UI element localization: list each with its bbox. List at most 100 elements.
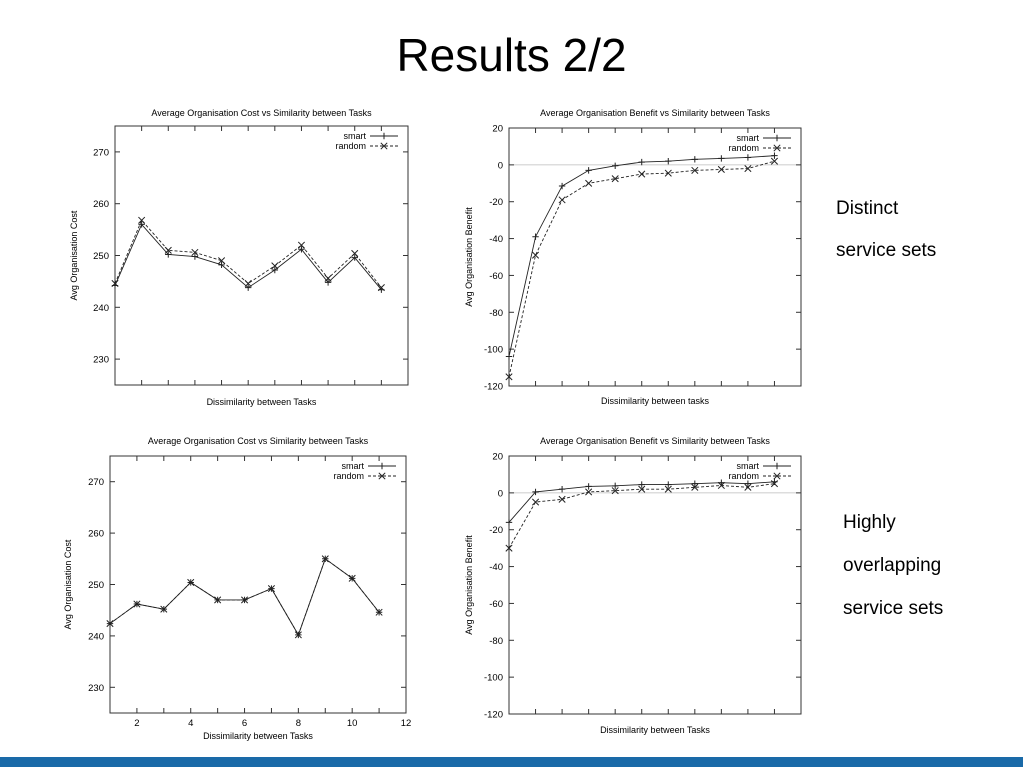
chart-title: Average Organisation Benefit vs Similari… — [540, 436, 770, 446]
y-tick-label: -40 — [489, 234, 503, 245]
plot-frame — [109, 455, 407, 714]
data-point-random — [558, 495, 566, 503]
label-highly: Highly — [843, 512, 896, 533]
series-random: random — [111, 141, 398, 292]
y-axis-label: Avg Organisation Cost — [69, 210, 79, 300]
data-point-random — [744, 164, 752, 173]
y-tick-label: 230 — [88, 683, 104, 694]
data-point-smart — [191, 253, 199, 260]
data-point-smart — [744, 154, 752, 161]
data-point-random — [638, 170, 646, 178]
y-tick-label: 270 — [93, 147, 109, 158]
legend-label-smart: smart — [344, 131, 367, 141]
data-point-random — [217, 257, 226, 265]
data-point-smart — [324, 279, 332, 286]
y-tick-label: 230 — [93, 355, 109, 366]
data-point-smart — [532, 233, 539, 240]
y-tick-label: -20 — [489, 525, 503, 536]
data-point-random — [271, 262, 279, 270]
data-point-smart — [298, 246, 305, 253]
data-point-random — [744, 483, 752, 491]
data-point-smart — [558, 485, 566, 493]
data-point-random — [164, 246, 172, 254]
data-point-random — [664, 485, 672, 493]
y-tick-label: 270 — [88, 477, 104, 488]
series-smart: smart — [106, 461, 396, 639]
data-point-smart — [771, 152, 778, 159]
data-point-smart — [691, 480, 699, 487]
legend-label-smart: smart — [737, 461, 760, 471]
data-point-smart — [718, 155, 725, 162]
y-axis-label: Avg Organisation Benefit — [464, 535, 474, 635]
data-point-random — [321, 555, 329, 563]
data-point-random — [531, 498, 540, 506]
data-point-smart — [138, 221, 145, 228]
x-tick-label: 8 — [296, 718, 301, 729]
plot-frame — [508, 127, 802, 387]
y-tick-label: -60 — [489, 271, 503, 282]
legend-marker-smart — [773, 134, 781, 142]
legend-label-smart: smart — [342, 461, 365, 471]
chart-title: Average Organisation Benefit vs Similari… — [540, 108, 770, 118]
y-tick-label: -100 — [484, 673, 503, 684]
data-point-random — [717, 165, 725, 174]
data-point-smart — [351, 254, 358, 261]
y-tick-label: 20 — [492, 452, 503, 463]
data-point-smart — [665, 157, 672, 165]
plot-frame — [508, 455, 802, 715]
series-smart: smart — [505, 133, 791, 360]
data-point-random — [585, 179, 593, 187]
data-point-random — [638, 485, 646, 493]
y-tick-label: 0 — [498, 488, 503, 499]
data-point-random — [348, 574, 356, 582]
label-service-sets-top: service sets — [836, 240, 937, 261]
series-line-random — [114, 219, 382, 288]
y-tick-label: -20 — [489, 197, 503, 208]
legend-marker-smart — [773, 462, 781, 470]
footer-bar — [0, 757, 1023, 767]
y-axis-label: Avg Organisation Cost — [63, 539, 73, 629]
y-tick-label: -120 — [484, 382, 503, 393]
data-point-smart — [532, 488, 539, 496]
x-axis-label: Dissimilarity between Tasks — [203, 731, 313, 741]
x-tick-label: 6 — [242, 718, 247, 729]
data-point-random — [505, 373, 513, 381]
series-random: random — [505, 143, 791, 381]
y-tick-label: 240 — [88, 631, 104, 642]
series-line-smart — [508, 155, 775, 357]
data-point-smart — [505, 353, 513, 360]
data-point-smart — [638, 481, 645, 488]
label-distinct: Distinct — [836, 198, 899, 219]
data-point-random — [111, 279, 119, 288]
data-point-smart — [691, 156, 699, 163]
legend-label-random: random — [728, 471, 759, 481]
data-point-random — [770, 157, 779, 165]
data-point-random — [585, 488, 593, 496]
data-point-smart — [585, 483, 592, 490]
legend-label-random: random — [333, 471, 364, 481]
data-point-random — [770, 480, 779, 488]
chart-2: 20 0 -20 -40 -60 -80 -100 -120 Average Organisat… — [464, 108, 802, 406]
y-tick-label: -80 — [489, 636, 503, 647]
data-point-smart — [638, 158, 645, 166]
y-tick-label: 20 — [492, 124, 503, 135]
x-axis-label: Dissimilarity between Tasks — [207, 397, 317, 407]
data-point-random — [691, 483, 699, 491]
data-point-smart — [611, 482, 619, 490]
legend-marker-random — [378, 472, 386, 480]
data-point-smart — [271, 266, 279, 274]
chart-4: 20 0 -20 -40 -60 -80 -100 -120 Average Organisat… — [464, 436, 802, 735]
chart-title: Average Organisation Cost vs Similarity … — [148, 436, 369, 446]
y-tick-label: 240 — [93, 303, 109, 314]
legend-marker-smart — [380, 132, 388, 140]
data-point-random — [324, 274, 332, 282]
series-line-smart — [114, 223, 382, 290]
data-point-random — [375, 608, 383, 616]
data-point-random — [160, 605, 168, 613]
data-point-random — [214, 596, 222, 604]
data-point-smart — [218, 261, 225, 269]
chart-3: 230 240 250 260 270 2 4 6 8 10 12 Average Organisat… — [63, 436, 411, 741]
data-point-smart — [665, 481, 672, 488]
y-tick-label: 0 — [498, 160, 503, 171]
